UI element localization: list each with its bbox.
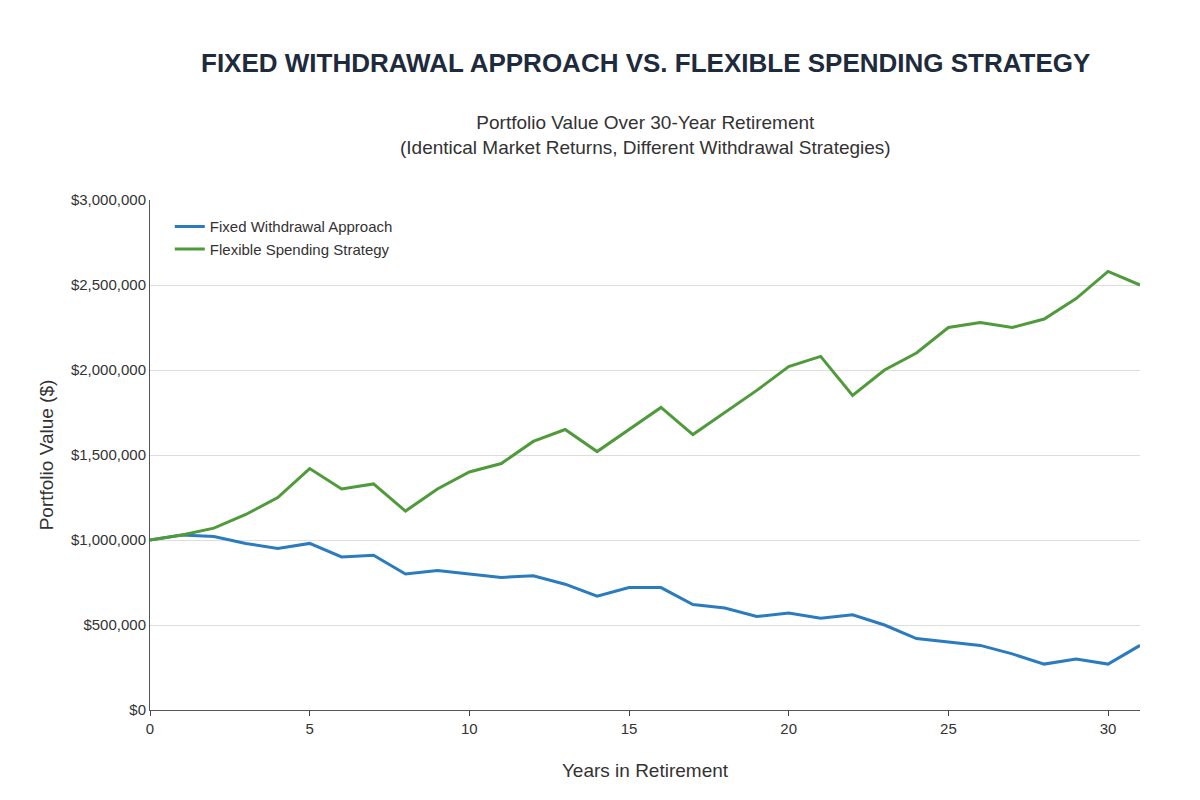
svg-text:Portfolio Value ($): Portfolio Value ($) bbox=[36, 380, 57, 531]
svg-text:$3,000,000: $3,000,000 bbox=[71, 191, 146, 208]
svg-text:10: 10 bbox=[461, 720, 478, 737]
svg-text:$0: $0 bbox=[129, 701, 146, 718]
svg-text:Fixed Withdrawal Approach: Fixed Withdrawal Approach bbox=[210, 218, 393, 235]
svg-text:25: 25 bbox=[940, 720, 957, 737]
svg-text:0: 0 bbox=[146, 720, 154, 737]
svg-text:$1,500,000: $1,500,000 bbox=[71, 446, 146, 463]
svg-text:5: 5 bbox=[306, 720, 314, 737]
svg-text:FIXED WITHDRAWAL APPROACH VS.: FIXED WITHDRAWAL APPROACH VS. FLEXIBLE S… bbox=[201, 48, 1090, 78]
svg-text:Flexible Spending Strategy: Flexible Spending Strategy bbox=[210, 241, 390, 258]
svg-text:$500,000: $500,000 bbox=[83, 616, 146, 633]
svg-text:Portfolio Value Over 30-Year R: Portfolio Value Over 30-Year Retirement(… bbox=[400, 112, 891, 158]
svg-text:20: 20 bbox=[780, 720, 797, 737]
svg-text:$2,500,000: $2,500,000 bbox=[71, 276, 146, 293]
svg-text:Years in Retirement: Years in Retirement bbox=[562, 760, 729, 781]
svg-text:30: 30 bbox=[1100, 720, 1117, 737]
svg-text:15: 15 bbox=[621, 720, 638, 737]
svg-text:$1,000,000: $1,000,000 bbox=[71, 531, 146, 548]
svg-text:$2,000,000: $2,000,000 bbox=[71, 361, 146, 378]
